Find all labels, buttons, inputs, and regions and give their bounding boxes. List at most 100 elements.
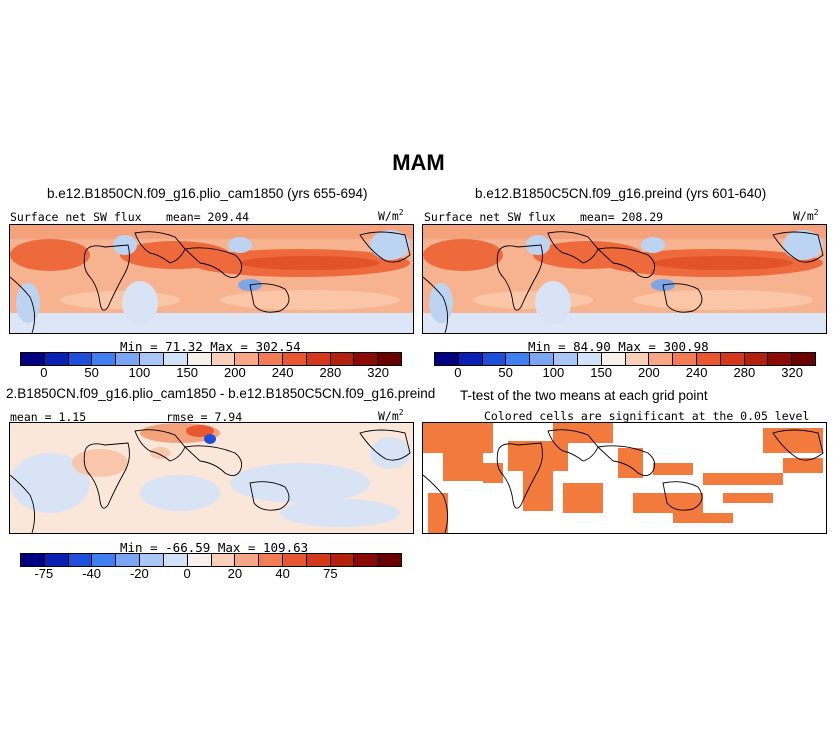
- colorbar-top-right: [434, 352, 816, 366]
- colorbar-swatch: [506, 353, 531, 365]
- colorbar-swatch: [259, 353, 283, 365]
- colorbar-tick-label: 20: [227, 566, 243, 581]
- colorbar-tick-label: -20: [129, 566, 149, 581]
- colorbar-tick-label: 0: [40, 365, 48, 380]
- colorbar-swatch: [354, 554, 379, 566]
- variable-label-top-right: Surface net SW flux: [424, 210, 556, 224]
- stats-label-bottom-left: Min = -66.59 Max = 109.63: [120, 540, 309, 555]
- colorbar-tick-label: 200: [638, 365, 660, 380]
- colorbar-swatch: [282, 554, 307, 566]
- sw-flux-map-top-right: [423, 225, 826, 333]
- units-label-bottom-left: W/m2: [378, 408, 404, 423]
- colorbar-bottom-left: [20, 553, 402, 567]
- colorbar-swatch: [554, 353, 578, 365]
- panel-title-top-right: b.e12.B1850C5CN.f09_g16.preind (yrs 601-…: [475, 186, 767, 201]
- colorbar-swatch: [21, 554, 45, 566]
- colorbar-top-left: [20, 352, 402, 366]
- map-panel-top-left: [9, 224, 414, 334]
- colorbar-swatch: [187, 554, 212, 566]
- colorbar-tick-label: 280: [319, 365, 342, 380]
- colorbar-tick-label: 100: [542, 365, 565, 380]
- map-panel-top-right: [422, 224, 827, 334]
- colorbar-swatch: [68, 353, 93, 365]
- colorbar-swatch: [187, 353, 212, 365]
- colorbar-swatch: [744, 353, 769, 365]
- colorbar-swatch: [140, 353, 164, 365]
- colorbar-ticks-bottom-left: -75 -40 -20 0 20 40 75: [20, 566, 402, 584]
- colorbar-tick-label: 100: [128, 365, 151, 380]
- map-panel-bottom-left: [9, 422, 414, 534]
- colorbar-swatch: [235, 554, 260, 566]
- units-label-top-right: W/m2: [793, 208, 819, 223]
- colorbar-swatch: [696, 353, 721, 365]
- colorbar-swatch: [235, 353, 260, 365]
- variable-label-top-left: Surface net SW flux: [10, 210, 142, 224]
- colorbar-tick-label: 150: [590, 365, 612, 380]
- colorbar-swatch: [116, 554, 141, 566]
- colorbar-swatch: [378, 554, 401, 566]
- stats-label-top-right: Min = 84.90 Max = 300.98: [528, 339, 709, 354]
- difference-map-bottom-left: [10, 423, 413, 533]
- colorbar-tick-label: 40: [275, 566, 290, 581]
- colorbar-swatch: [577, 353, 602, 365]
- colorbar-swatch: [92, 554, 117, 566]
- colorbar-swatch: [68, 554, 93, 566]
- colorbar-swatch: [435, 353, 459, 365]
- colorbar-swatch: [211, 353, 236, 365]
- colorbar-swatch: [163, 353, 188, 365]
- colorbar-swatch: [768, 353, 793, 365]
- colorbar-tick-label: 150: [176, 365, 198, 380]
- colorbar-swatch: [720, 353, 745, 365]
- colorbar-swatch: [163, 554, 188, 566]
- colorbar-tick-label: 320: [367, 365, 389, 380]
- colorbar-swatch: [306, 353, 331, 365]
- colorbar-swatch: [116, 353, 141, 365]
- colorbar-tick-label: 75: [323, 566, 338, 581]
- colorbar-swatch: [792, 353, 815, 365]
- colorbar-swatch: [378, 353, 401, 365]
- colorbar-tick-label: 50: [84, 365, 99, 380]
- colorbar-swatch: [330, 554, 355, 566]
- colorbar-swatch: [44, 353, 69, 365]
- colorbar-tick-label: 0: [183, 566, 191, 581]
- colorbar-tick-label: 50: [498, 365, 513, 380]
- panel-subtitle-bottom-right: Colored cells are significant at the 0.0…: [484, 409, 810, 423]
- colorbar-swatch: [306, 554, 331, 566]
- colorbar-swatch: [530, 353, 555, 365]
- colorbar-swatch: [140, 554, 164, 566]
- mean-label-top-left: mean= 209.44: [166, 210, 250, 224]
- colorbar-tick-label: 200: [224, 365, 246, 380]
- colorbar-tick-label: 0: [454, 365, 462, 380]
- colorbar-ticks-top-right: 0 50 100 150 200 240 280 320: [434, 365, 816, 383]
- colorbar-tick-label: -75: [34, 566, 54, 581]
- panel-title-top-left: b.e12.B1850CN.f09_g16.plio_cam1850 (yrs …: [47, 186, 368, 201]
- colorbar-tick-label: 320: [781, 365, 803, 380]
- colorbar-tick-label: 280: [733, 365, 756, 380]
- mean-label-top-right: mean= 208.29: [580, 210, 664, 224]
- colorbar-tick-label: 240: [685, 365, 708, 380]
- page-title: MAM: [392, 150, 445, 175]
- colorbar-swatch: [21, 353, 45, 365]
- colorbar-swatch: [673, 353, 697, 365]
- rmse-label-bottom-left: rmse = 7.94: [166, 410, 243, 424]
- colorbar-swatch: [649, 353, 674, 365]
- sw-flux-map-top-left: [10, 225, 413, 333]
- colorbar-swatch: [625, 353, 650, 365]
- colorbar-tick-label: 240: [271, 365, 294, 380]
- panel-title-bottom-right: T-test of the two means at each grid poi…: [460, 388, 708, 403]
- colorbar-tick-label: -40: [82, 566, 102, 581]
- colorbar-swatch: [44, 554, 69, 566]
- colorbar-swatch: [330, 353, 355, 365]
- units-label-top-left: W/m2: [378, 208, 404, 223]
- colorbar-swatch: [601, 353, 626, 365]
- colorbar-swatch: [282, 353, 307, 365]
- map-panel-bottom-right: [422, 422, 827, 534]
- mean-label-bottom-left: mean = 1.15: [10, 410, 87, 424]
- stats-label-top-left: Min = 71.32 Max = 302.54: [120, 339, 301, 354]
- colorbar-swatch: [458, 353, 483, 365]
- colorbar-swatch: [259, 554, 283, 566]
- colorbar-swatch: [354, 353, 379, 365]
- significance-map-bottom-right: [423, 423, 826, 533]
- colorbar-ticks-top-left: 0 50 100 150 200 240 280 320: [20, 365, 402, 383]
- colorbar-swatch: [211, 554, 236, 566]
